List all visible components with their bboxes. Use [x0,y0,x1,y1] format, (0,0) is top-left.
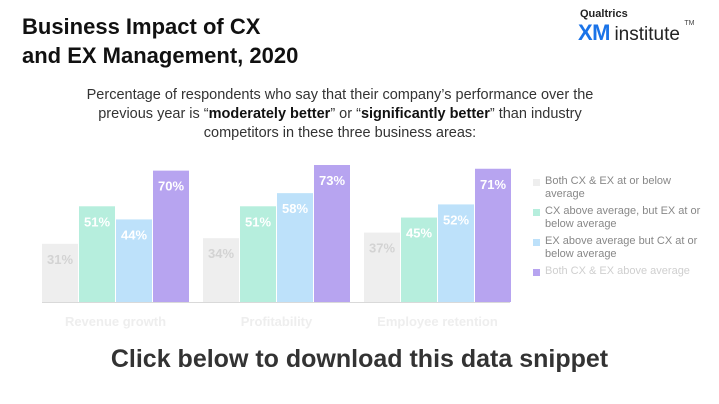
data-label-3-1: 37% [369,241,395,256]
data-label-1-1: 31% [47,252,73,267]
bar-1-3 [116,219,152,302]
legend-swatch [533,209,540,216]
data-label-3-2: 45% [406,226,432,241]
legend-label: Both CX & EX at or below average [545,175,671,200]
bar-3-2 [401,217,437,302]
subtitle-part-3: ” than industry competitors in these thr… [203,106,582,141]
logo-xm: XM [578,20,611,45]
bar-3-3 [438,204,474,302]
bar-2-3 [277,193,313,302]
data-label-2-2: 51% [245,214,271,229]
download-snippet-cta[interactable]: Click below to download this data snippe… [110,345,609,373]
chart-title: Business Impact of CX and EX Management,… [22,12,442,70]
bar-1-4 [153,170,189,302]
legend-label: Both CX & EX above average [545,265,690,277]
title-line-2: and EX Management, 2020 [22,43,299,68]
bar-3-1 [364,232,400,302]
data-label-1-2: 51% [84,214,110,229]
chart-legend: Both CX & EX at or below average CX above… [533,175,713,282]
category-label-2: Profitability [241,314,313,329]
bar-1-1 [42,243,78,302]
bar-3-4 [475,168,511,302]
legend-item-1: Both CX & EX at or below average [533,175,713,201]
legend-item-3: EX above average but CX at or below aver… [533,235,713,261]
category-label-1: Revenue growth [65,314,166,329]
subtitle-part-2: ” or “ [330,106,361,122]
logo-tm: TM [684,20,695,27]
bar-1-2 [79,206,115,302]
legend-swatch [533,179,540,186]
data-label-3-4: 71% [480,177,506,192]
category-label-3: Employee retention [377,314,498,329]
data-label-1-4: 70% [158,179,184,194]
data-label-3-3: 52% [443,212,469,227]
data-label-1-3: 44% [121,227,147,242]
legend-swatch [533,269,540,276]
bar-chart: 31% 51% 44% 70% Revenue growth 34% 51% 58% 73% Pr… [42,165,511,329]
bar-2-4 [314,165,350,302]
subtitle-bold-2: significantly better [360,106,490,122]
data-label-2-1: 34% [208,246,234,261]
legend-item-4: Both CX & EX above average [533,265,713,278]
data-label-2-3: 58% [282,201,308,216]
logo-brand: Qualtrics [580,8,628,20]
subtitle-part-1: Percentage of respondents who say that t… [86,87,594,122]
legend-swatch [533,239,540,246]
bar-2-1 [203,238,239,302]
legend-label: EX above average but CX at or below aver… [545,235,698,260]
subtitle-bold-1: moderately better [208,106,331,122]
data-label-2-4: 73% [319,173,345,188]
bar-2-2 [240,206,276,302]
legend-label: CX above average, but EX at or below ave… [545,205,701,230]
logo-institute: institute [614,24,680,45]
chart-subtitle: Percentage of respondents who say that t… [80,86,600,143]
legend-item-2: CX above average, but EX at or below ave… [533,205,713,231]
qualtrics-xm-institute-logo: Qualtrics XM institute TM [578,8,708,46]
title-line-1: Business Impact of CX [22,14,261,39]
